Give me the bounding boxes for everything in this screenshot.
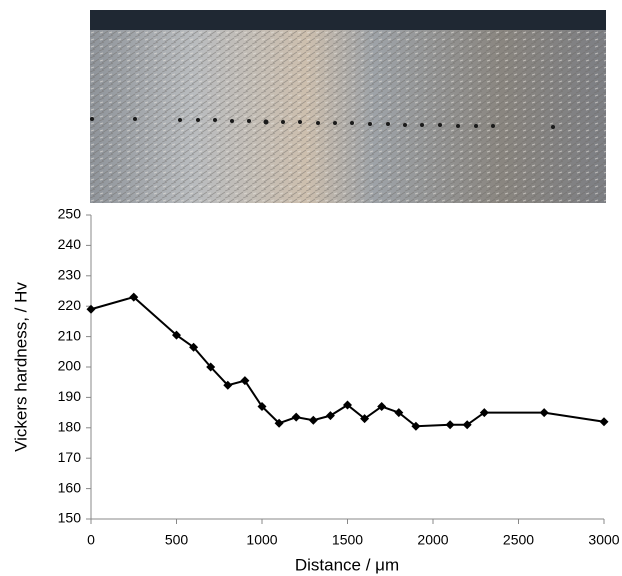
marker (360, 414, 370, 424)
marker (308, 415, 318, 425)
marker (223, 380, 233, 390)
y-axis-title: Vickers hardness, / Hv (11, 282, 30, 452)
x-axis-title: Distance / μm (295, 555, 399, 574)
micrograph-texture (90, 10, 606, 203)
marker (291, 412, 301, 422)
marker (325, 411, 335, 421)
x-tick-label: 2000 (417, 532, 448, 548)
y-tick-label: 190 (58, 388, 82, 404)
marker (274, 418, 284, 428)
y-tick-label: 180 (58, 419, 82, 435)
marker (129, 292, 139, 302)
marker (343, 400, 352, 410)
marker (462, 420, 472, 430)
marker (539, 408, 549, 418)
x-tick-label: 1500 (332, 532, 363, 548)
x-tick-label: 1000 (246, 532, 277, 548)
y-tick-label: 220 (58, 297, 82, 313)
y-tick-label: 250 (58, 206, 82, 222)
y-tick-label: 210 (58, 327, 82, 343)
x-tick-label: 500 (165, 532, 189, 548)
x-tick-label: 3000 (588, 532, 619, 548)
y-tick-label: 200 (58, 358, 82, 374)
indent-row (90, 117, 555, 129)
series-line (90, 295, 605, 428)
marker (206, 362, 216, 372)
marker (189, 342, 199, 352)
marker (377, 402, 387, 412)
y-tick-label: 230 (58, 267, 82, 283)
marker (445, 420, 455, 430)
y-tick-label: 160 (58, 479, 82, 495)
marker (411, 421, 421, 431)
marker (479, 408, 489, 418)
y-tick-label: 170 (58, 449, 82, 465)
marker (172, 330, 181, 340)
marker (257, 402, 267, 412)
marker (240, 376, 250, 386)
x-tick-label: 0 (87, 532, 95, 548)
y-tick-label: 150 (58, 510, 82, 526)
x-tick-label: 2500 (503, 532, 534, 548)
micrograph (90, 10, 606, 203)
micrograph-edge (90, 10, 606, 30)
marker (394, 408, 404, 418)
marker (86, 304, 96, 314)
marker (599, 417, 609, 427)
y-tick-label: 240 (58, 236, 82, 252)
